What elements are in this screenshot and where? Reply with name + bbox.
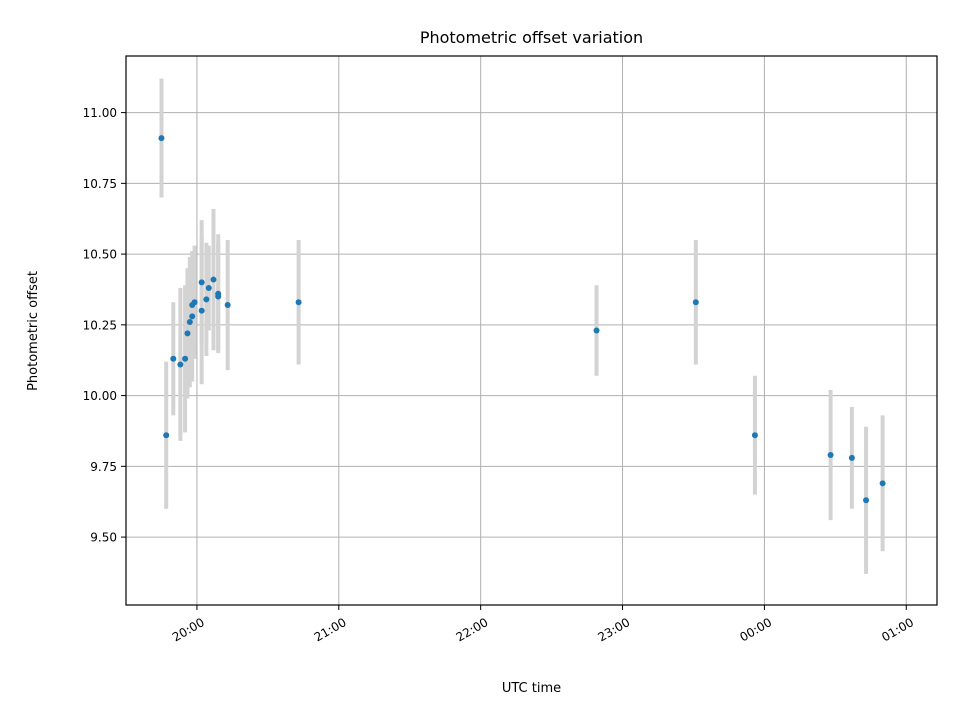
data-point <box>177 361 184 368</box>
data-point <box>191 299 198 306</box>
data-point <box>879 480 886 487</box>
data-point <box>158 135 165 142</box>
data-point <box>189 313 196 320</box>
data-point <box>182 355 189 362</box>
data-point <box>215 293 222 300</box>
y-tick-label: 10.00 <box>83 389 117 403</box>
y-tick-label: 9.75 <box>90 460 117 474</box>
data-point <box>163 432 170 439</box>
data-point <box>224 302 231 309</box>
y-axis-ticks: 9.50 9.75 10.00 10.25 10.50 10.75 11.00 <box>83 106 126 545</box>
y-tick-label: 11.00 <box>83 106 117 120</box>
data-points <box>158 135 886 504</box>
grid <box>126 56 937 605</box>
data-point <box>593 327 600 334</box>
data-point <box>205 285 212 292</box>
y-tick-label: 10.25 <box>83 318 117 332</box>
data-point <box>827 452 834 459</box>
y-tick-label: 9.50 <box>90 531 117 545</box>
data-point <box>692 299 699 306</box>
plot-frame <box>125 55 938 606</box>
data-point <box>203 296 210 303</box>
x-axis-label: UTC time <box>502 681 561 696</box>
chart-title: Photometric offset variation <box>420 28 643 47</box>
data-point <box>751 432 758 439</box>
data-point <box>198 307 205 314</box>
data-point <box>295 299 302 306</box>
data-point <box>210 276 217 283</box>
y-axis-label: Photometric offset <box>26 271 41 391</box>
data-point <box>863 497 870 504</box>
data-point <box>186 319 193 326</box>
data-point <box>184 330 191 337</box>
y-tick-label: 10.50 <box>83 248 117 262</box>
y-tick-label: 10.75 <box>83 177 117 191</box>
data-point <box>848 454 855 461</box>
data-point <box>170 355 177 362</box>
data-point <box>198 279 205 286</box>
